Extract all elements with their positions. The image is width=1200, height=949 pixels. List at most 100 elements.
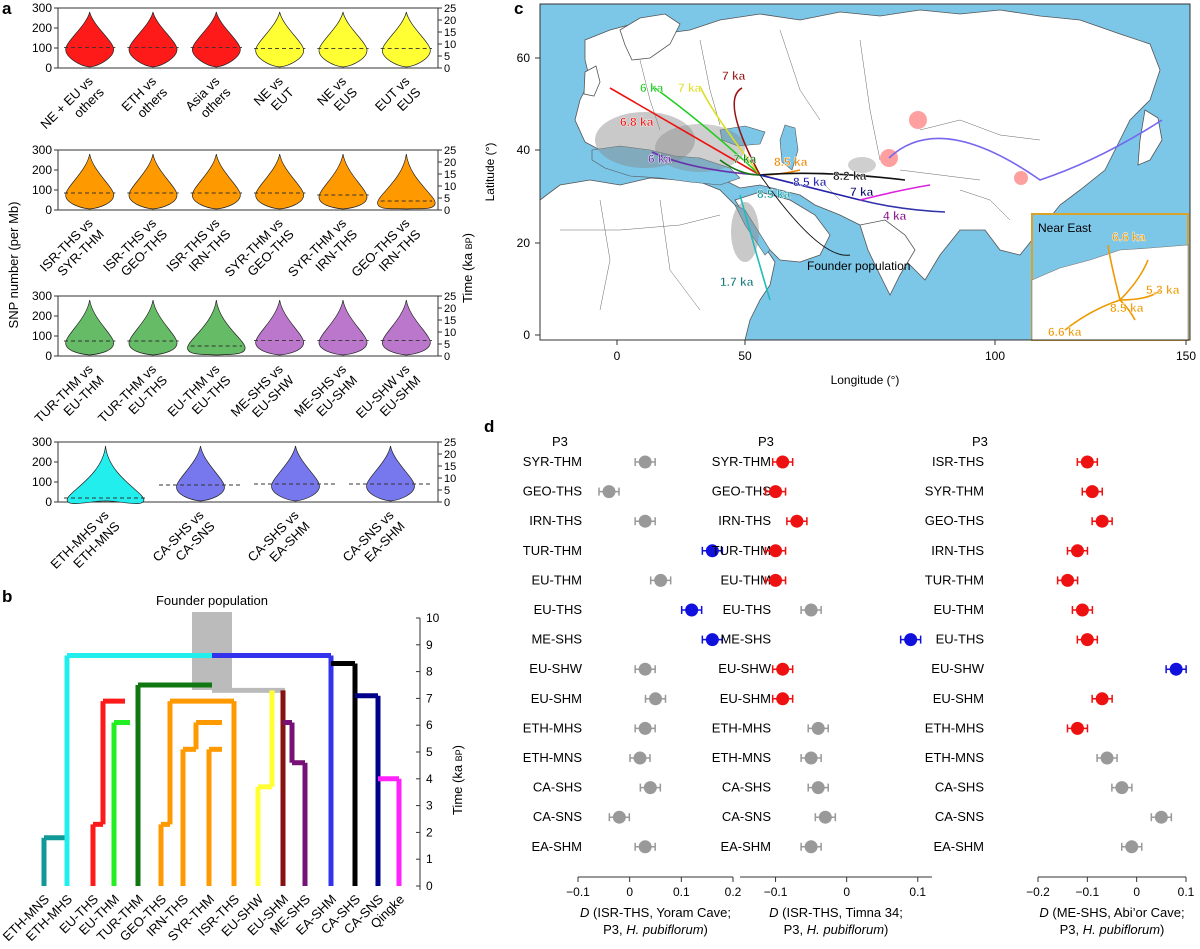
dstat-category: EU-THM bbox=[720, 572, 771, 587]
dstat-point bbox=[654, 573, 668, 587]
violin bbox=[271, 445, 320, 502]
violin bbox=[191, 153, 241, 210]
dstat-point bbox=[638, 662, 652, 676]
dstat-category: GEO-THS bbox=[925, 513, 985, 528]
dstat-point bbox=[818, 810, 832, 824]
dstat-point bbox=[1115, 781, 1129, 795]
violin bbox=[381, 11, 431, 68]
violin bbox=[377, 153, 436, 210]
violin bbox=[255, 153, 305, 210]
dstat-tick-label: 0.1 bbox=[909, 885, 926, 899]
map-caspian bbox=[779, 124, 799, 171]
map-y-tick-label: 20 bbox=[517, 236, 531, 250]
violin bbox=[176, 445, 225, 502]
dstat-point bbox=[685, 603, 699, 617]
dstat-tick-label: 0 bbox=[1133, 885, 1140, 899]
map-xlabel: Longitude (°) bbox=[831, 373, 900, 387]
right-tick-label: 0 bbox=[444, 63, 450, 75]
dstat-xlabel-line1: D (ISR-THS, Yoram Cave; bbox=[580, 905, 731, 920]
dstat-category: ETH-MNS bbox=[925, 750, 985, 765]
dstat-point bbox=[776, 455, 790, 469]
violin bbox=[128, 11, 178, 68]
panel-a-ylabel-right: Time (ka BP) bbox=[460, 233, 475, 303]
map-spot-3 bbox=[1014, 171, 1028, 185]
right-tick-label: 5 bbox=[444, 485, 450, 497]
map-inset-title: Near East bbox=[1038, 221, 1092, 235]
panel-a-ylabel-right-sub: BP bbox=[464, 237, 474, 249]
dstat-tick-label: 0.1 bbox=[673, 885, 690, 899]
map-founder-label: Founder population bbox=[807, 259, 910, 273]
dstat-point bbox=[602, 485, 616, 499]
dstat-point bbox=[769, 544, 783, 558]
map-y-tick-label: 40 bbox=[517, 143, 531, 157]
panel-a-ylabel-left: SNP number (per Mb) bbox=[6, 202, 21, 329]
dstat-point bbox=[1154, 810, 1168, 824]
dstat-category: SYR-THM bbox=[523, 454, 582, 469]
right-tick-label: 15 bbox=[444, 169, 456, 181]
left-tick-label: 0 bbox=[45, 61, 52, 75]
right-tick-label: 0 bbox=[444, 205, 450, 217]
dstat-point bbox=[769, 485, 783, 499]
map-route-label: 8.5 ka bbox=[757, 187, 791, 201]
violin bbox=[366, 445, 415, 502]
dstat-xlabel-d: D bbox=[580, 905, 589, 920]
dstat-category: TUR-THM bbox=[712, 543, 771, 558]
map-route-label: 4 ka bbox=[883, 209, 907, 223]
violin bbox=[318, 299, 368, 356]
left-tick-label: 100 bbox=[32, 41, 52, 55]
panel-label-a: a bbox=[2, 0, 12, 18]
time-tick-label: 1 bbox=[426, 852, 433, 866]
panel-b-time-label-main: Time (ka bbox=[450, 761, 465, 815]
violin bbox=[128, 153, 178, 210]
left-tick-label: 100 bbox=[32, 183, 52, 197]
dstat-xlabel-line2-italic: H. pubiflorum bbox=[626, 922, 703, 937]
dstat-category: ETH-MHS bbox=[712, 720, 772, 735]
map-route-label: 6.6 ka bbox=[1048, 325, 1082, 339]
dstat-xlabel-line2-pre: P3, bbox=[784, 922, 807, 937]
map-route-label: 5.3 ka bbox=[1146, 283, 1180, 297]
dstat-point bbox=[811, 781, 825, 795]
dstat-category: ETH-MHS bbox=[925, 720, 985, 735]
dstat-point bbox=[1125, 840, 1139, 854]
violin bbox=[65, 299, 115, 356]
time-tick-label: 2 bbox=[426, 825, 433, 839]
dstat-xlabel-line2-end: ) bbox=[884, 922, 888, 937]
left-tick-label: 100 bbox=[32, 329, 52, 343]
p3-label: P3 bbox=[758, 434, 774, 449]
dstat-xlabel-line2-italic: H. pubiflorum bbox=[1083, 922, 1160, 937]
dstat-point bbox=[1080, 633, 1094, 647]
right-tick-label: 20 bbox=[444, 15, 456, 27]
violin-frame-2 bbox=[57, 295, 439, 357]
dstat-point bbox=[638, 455, 652, 469]
violin bbox=[65, 11, 115, 68]
right-tick-label: 5 bbox=[444, 193, 450, 205]
map-borders bbox=[560, 29, 1041, 311]
map-route-labels: 7 ka 6 ka 7 ka 6.8 ka 6 ka 7 ka 8.5 ka 8.2 ka 8.… bbox=[620, 69, 1180, 339]
map-shade-balkans bbox=[655, 124, 745, 172]
dstat-category: EU-THS bbox=[936, 632, 985, 647]
left-tick-label: 0 bbox=[45, 349, 52, 363]
map-y-tick-label: 0 bbox=[523, 328, 530, 342]
right-tick-label: 10 bbox=[444, 181, 456, 193]
map-route-label: 1.7 ka bbox=[720, 275, 754, 289]
dstat-point bbox=[1085, 485, 1099, 499]
map-route-label: 7 ka bbox=[733, 152, 757, 166]
map-shade-europe bbox=[595, 112, 695, 168]
map-route-label: 7 ka bbox=[722, 69, 746, 83]
dstat-point bbox=[1070, 721, 1084, 735]
map-route-label: 8.2 ka bbox=[833, 169, 867, 183]
dstat-point bbox=[705, 633, 719, 647]
panel-a-ylabel-right-end: ) bbox=[460, 233, 475, 237]
map-route-label: 6 ka bbox=[640, 81, 664, 95]
violin bbox=[66, 445, 145, 504]
panel-label-b: b bbox=[2, 587, 12, 606]
violin bbox=[128, 299, 178, 356]
dstat-point bbox=[1100, 751, 1114, 765]
map-x-tick-label: 50 bbox=[738, 349, 752, 363]
dstat-category: ETH-MHS bbox=[523, 720, 583, 735]
dstat-category: ETH-MNS bbox=[712, 750, 772, 765]
dstat-point bbox=[633, 751, 647, 765]
dstat-category: GEO-THS bbox=[523, 484, 583, 499]
panel-b-time-label-end: ) bbox=[450, 745, 465, 749]
